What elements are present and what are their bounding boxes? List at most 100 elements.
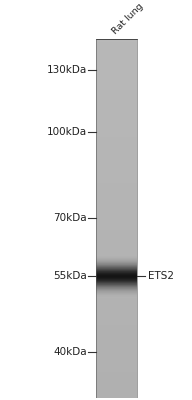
Bar xyxy=(96,169,137,170)
Bar xyxy=(96,88,137,89)
Bar xyxy=(96,160,137,161)
Bar xyxy=(96,94,137,95)
Bar xyxy=(96,324,137,325)
Bar xyxy=(96,64,137,65)
Bar xyxy=(96,350,137,351)
Bar xyxy=(96,316,137,318)
Bar xyxy=(96,134,137,136)
Bar xyxy=(96,343,137,344)
Bar xyxy=(96,379,137,380)
Bar xyxy=(96,104,137,106)
Bar xyxy=(96,372,137,373)
Bar xyxy=(96,73,137,74)
Bar xyxy=(96,139,137,140)
Bar xyxy=(96,77,137,78)
Bar xyxy=(96,204,137,205)
Bar xyxy=(96,116,137,118)
Bar xyxy=(96,55,137,56)
Bar xyxy=(96,108,137,109)
Bar xyxy=(96,221,137,222)
Bar xyxy=(96,95,137,96)
Bar xyxy=(96,58,137,59)
Bar xyxy=(96,247,137,248)
Bar xyxy=(96,98,137,100)
Bar xyxy=(96,61,137,62)
Bar xyxy=(96,84,137,85)
Bar xyxy=(96,375,137,376)
Bar xyxy=(96,89,137,90)
Bar xyxy=(96,332,137,333)
Bar xyxy=(96,337,137,338)
Bar xyxy=(96,366,137,367)
Bar xyxy=(96,397,137,398)
Bar xyxy=(96,261,137,262)
Bar xyxy=(96,140,137,142)
Bar xyxy=(96,278,137,279)
Bar xyxy=(96,155,137,156)
Bar xyxy=(96,53,137,54)
Bar xyxy=(96,59,137,60)
Bar xyxy=(96,290,137,291)
Bar xyxy=(96,78,137,79)
Bar xyxy=(96,320,137,321)
Bar xyxy=(96,60,137,61)
Bar xyxy=(96,351,137,352)
Bar xyxy=(96,154,137,155)
Bar xyxy=(96,203,137,204)
Bar xyxy=(96,188,137,190)
Bar xyxy=(96,150,137,151)
Bar xyxy=(96,186,137,187)
Bar xyxy=(96,54,137,55)
Bar xyxy=(96,181,137,182)
Bar xyxy=(96,392,137,393)
Bar xyxy=(96,339,137,340)
Bar xyxy=(96,236,137,237)
Bar xyxy=(96,223,137,224)
Bar xyxy=(96,42,137,43)
Bar xyxy=(96,288,137,289)
Bar xyxy=(96,193,137,194)
Bar xyxy=(96,348,137,349)
Bar xyxy=(96,200,137,202)
Bar xyxy=(96,198,137,199)
Bar xyxy=(96,216,137,217)
Bar xyxy=(96,270,137,271)
Bar xyxy=(96,112,137,113)
Bar xyxy=(96,283,137,284)
Bar xyxy=(96,346,137,348)
Bar xyxy=(96,235,137,236)
Bar xyxy=(96,276,137,277)
Bar xyxy=(96,271,137,272)
Bar xyxy=(96,137,137,138)
Bar xyxy=(96,50,137,52)
Bar xyxy=(96,215,137,216)
Bar xyxy=(96,40,137,41)
Bar xyxy=(96,294,137,295)
Bar xyxy=(96,258,137,259)
Bar xyxy=(96,378,137,379)
Bar xyxy=(96,163,137,164)
Bar xyxy=(96,240,137,241)
Bar xyxy=(96,308,137,309)
Bar xyxy=(96,232,137,234)
Bar xyxy=(96,295,137,296)
Bar xyxy=(96,68,137,70)
Bar xyxy=(96,173,137,174)
Bar xyxy=(96,157,137,158)
Bar xyxy=(96,38,137,40)
Bar xyxy=(96,162,137,163)
Bar xyxy=(96,170,137,172)
Bar xyxy=(96,391,137,392)
Bar xyxy=(96,217,137,218)
Bar xyxy=(96,386,137,387)
Text: 130kDa: 130kDa xyxy=(46,64,87,74)
Text: Rat lung: Rat lung xyxy=(110,2,145,36)
Bar xyxy=(96,128,137,130)
Bar xyxy=(96,197,137,198)
Bar xyxy=(96,260,137,261)
Bar xyxy=(96,312,137,313)
Bar xyxy=(96,119,137,120)
Bar xyxy=(96,307,137,308)
Bar xyxy=(96,314,137,315)
Bar xyxy=(96,241,137,242)
